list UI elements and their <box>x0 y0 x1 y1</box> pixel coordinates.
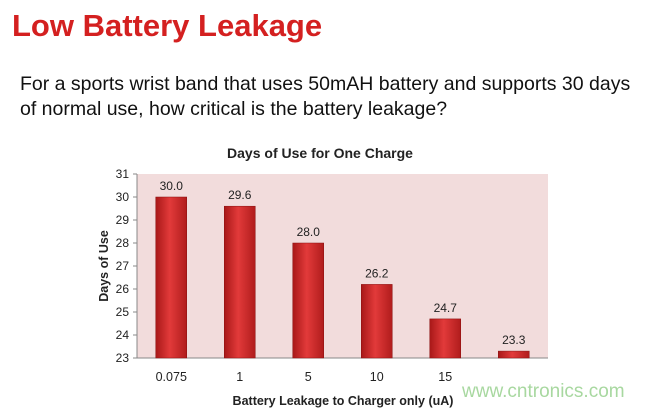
y-tick-label: 26 <box>116 282 130 296</box>
data-label: 23.3 <box>502 333 526 347</box>
data-label: 24.7 <box>434 301 458 315</box>
plot-area <box>137 174 548 358</box>
x-tick-label: 15 <box>438 370 452 384</box>
x-tick-label: 10 <box>370 370 384 384</box>
data-label: 29.6 <box>228 188 252 202</box>
y-tick-label: 31 <box>116 167 130 181</box>
bar <box>361 284 393 359</box>
bar <box>155 196 187 359</box>
bar <box>292 242 324 359</box>
y-tick-label: 28 <box>116 236 130 250</box>
data-label: 28.0 <box>297 225 321 239</box>
y-tick-label: 29 <box>116 213 130 227</box>
slide-title: Low Battery Leakage <box>12 8 323 43</box>
data-label: 26.2 <box>365 266 389 280</box>
x-tick-label: 5 <box>305 370 312 384</box>
bar <box>498 350 530 359</box>
y-tick-label: 23 <box>116 351 130 365</box>
slide-question: For a sports wrist band that uses 50mAH … <box>20 73 631 120</box>
y-tick-label: 27 <box>116 259 130 273</box>
y-tick-label: 24 <box>116 328 130 342</box>
chart-title: Days of Use for One Charge <box>227 145 413 161</box>
x-axis-label: Battery Leakage to Charger only (uA) <box>233 394 454 408</box>
bar <box>429 318 461 359</box>
x-tick-label: 1 <box>236 370 243 384</box>
data-label: 30.0 <box>160 179 184 193</box>
y-tick-label: 25 <box>116 305 130 319</box>
bar <box>224 205 256 359</box>
y-axis-label: Days of Use <box>97 230 111 302</box>
x-tick-label: 0.075 <box>156 370 187 384</box>
y-tick-label: 30 <box>116 190 130 204</box>
watermark: www.cntronics.com <box>462 381 625 402</box>
